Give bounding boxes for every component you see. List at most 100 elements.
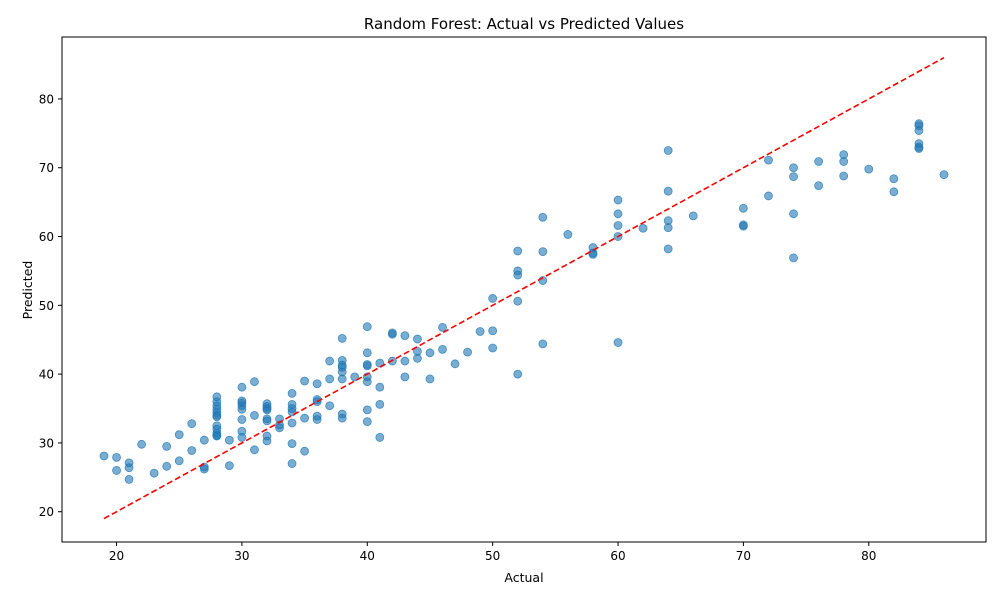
scatter-point-125 xyxy=(613,209,623,219)
scatter-point-39 xyxy=(250,377,259,387)
y-tick-label-20: 20 xyxy=(39,505,54,519)
scatter-point-81 xyxy=(362,348,372,358)
scatter-point-10 xyxy=(174,430,184,440)
scatter-point-63 xyxy=(312,379,322,389)
scatter-point-5 xyxy=(124,474,134,484)
scatter-point-104 xyxy=(438,344,447,354)
scatter-point-11 xyxy=(174,456,184,466)
scatter-point-47 xyxy=(262,416,272,426)
y-tick-label-30: 30 xyxy=(39,436,54,450)
scatter-point-109 xyxy=(488,326,498,336)
points-layer xyxy=(99,119,949,484)
scatter-point-80 xyxy=(362,322,372,332)
scatter-point-116 xyxy=(538,212,548,222)
scatter-point-68 xyxy=(325,356,335,366)
x-tick-label-30: 30 xyxy=(234,549,249,563)
scatter-point-71 xyxy=(337,333,347,343)
scatter-point-152 xyxy=(889,187,899,197)
scatter-point-16 xyxy=(199,464,209,474)
y-tick-label-50: 50 xyxy=(39,299,54,313)
x-tick-label-40: 40 xyxy=(360,549,375,563)
scatter-point-158 xyxy=(914,144,924,153)
scatter-point-113 xyxy=(513,270,523,280)
scatter-point-6 xyxy=(137,439,147,449)
scatter-point-49 xyxy=(262,436,272,446)
x-tick-label-60: 60 xyxy=(610,549,625,563)
scatter-point-69 xyxy=(325,374,335,384)
reference-line-layer xyxy=(103,56,945,520)
y-axis-label: Predicted xyxy=(20,261,35,320)
scatter-point-67 xyxy=(312,415,322,424)
scatter-point-98 xyxy=(413,334,422,344)
y-tick-label-60: 60 xyxy=(39,230,54,244)
scatter-point-62 xyxy=(300,446,310,456)
scatter-point-93 xyxy=(387,329,397,339)
scatter-point-41 xyxy=(250,445,259,455)
scatter-point-58 xyxy=(287,439,297,449)
scatter-point-36 xyxy=(237,415,247,424)
scatter-point-128 xyxy=(613,338,623,347)
scatter-point-142 xyxy=(789,172,798,182)
scatter-point-45 xyxy=(262,405,272,415)
scatter-point-135 xyxy=(688,211,698,221)
scatter-point-7 xyxy=(149,468,159,478)
x-axis-label: Actual xyxy=(504,570,543,585)
scatter-point-31 xyxy=(237,382,247,392)
scatter-point-105 xyxy=(450,359,460,369)
scatter-point-35 xyxy=(237,404,247,414)
scatter-point-149 xyxy=(839,171,849,181)
x-tick-label-70: 70 xyxy=(736,549,751,563)
scatter-point-123 xyxy=(588,250,598,259)
x-tick-label-20: 20 xyxy=(109,549,124,563)
scatter-point-87 xyxy=(362,417,372,427)
scatter-point-102 xyxy=(425,374,435,384)
scatter-point-85 xyxy=(362,377,372,387)
scatter-point-90 xyxy=(375,399,385,409)
scatter-point-52 xyxy=(275,423,284,433)
scatter-point-151 xyxy=(889,174,899,184)
scatter-point-131 xyxy=(663,186,673,196)
x-tick-label-50: 50 xyxy=(485,549,500,563)
scatter-point-119 xyxy=(538,339,548,349)
scatter-point-59 xyxy=(287,459,297,468)
scatter-point-117 xyxy=(538,247,548,257)
scatter-point-86 xyxy=(362,405,372,415)
scatter-point-129 xyxy=(638,223,648,233)
scatter-point-126 xyxy=(613,221,623,230)
scatter-point-155 xyxy=(914,126,924,135)
scatter-point-40 xyxy=(250,411,259,420)
scatter-point-60 xyxy=(300,376,310,386)
scatter-point-61 xyxy=(300,413,310,423)
scatter-point-159 xyxy=(939,170,949,180)
scatter-point-108 xyxy=(488,294,498,303)
scatter-point-134 xyxy=(663,244,673,254)
scatter-point-29 xyxy=(224,435,234,445)
scatter-point-2 xyxy=(112,466,121,475)
scatter-point-79 xyxy=(350,372,360,382)
scatter-point-148 xyxy=(839,157,849,166)
scatter-point-114 xyxy=(513,296,523,306)
scatter-point-0 xyxy=(99,451,109,461)
scatter-point-139 xyxy=(764,155,773,165)
scatter-point-83 xyxy=(362,361,372,371)
chart-title: Random Forest: Actual vs Predicted Value… xyxy=(364,15,684,33)
scatter-point-28 xyxy=(212,431,222,441)
scatter-point-88 xyxy=(375,358,385,368)
scatter-point-130 xyxy=(663,146,673,155)
y-tick-label-70: 70 xyxy=(39,161,54,175)
scatter-point-30 xyxy=(224,461,234,471)
scatter-point-124 xyxy=(613,195,623,205)
scatter-point-89 xyxy=(375,382,385,392)
scatter-point-120 xyxy=(563,230,573,239)
scatter-point-143 xyxy=(789,209,798,219)
scatter-point-14 xyxy=(199,435,209,445)
scatter-point-53 xyxy=(287,388,297,398)
scatter-point-76 xyxy=(337,374,347,384)
scatter-point-38 xyxy=(237,433,247,442)
scatter-point-1 xyxy=(112,452,121,462)
scatter-point-95 xyxy=(400,331,410,341)
x-tick-label-80: 80 xyxy=(861,549,876,563)
scatter-point-100 xyxy=(413,353,422,363)
